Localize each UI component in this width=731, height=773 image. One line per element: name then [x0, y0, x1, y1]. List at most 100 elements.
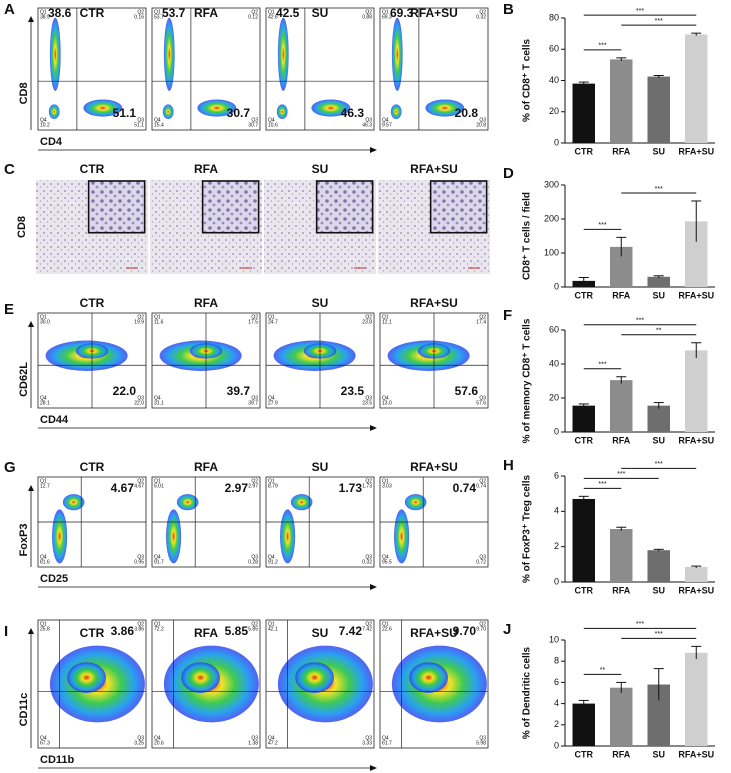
quadrant-percent: 42.6: [268, 14, 278, 20]
quadrant-name: Q1: [268, 621, 275, 627]
bar: [647, 76, 670, 143]
y-tick-label: 200: [544, 213, 559, 223]
quadrant-name: Q3: [137, 735, 144, 741]
gate-percent: 9.70: [453, 624, 477, 638]
density-cloud: [280, 509, 296, 564]
quadrant-name: Q2: [251, 621, 258, 627]
density-cloud: [176, 494, 199, 511]
quadrant-percent: 46.3: [362, 122, 372, 128]
quadrant-percent: 17.4: [476, 319, 486, 325]
y-tick-label: 80: [549, 12, 559, 22]
y-tick-label: 4: [554, 698, 559, 708]
arrowhead: [28, 485, 34, 491]
x-tick-label: CTR: [575, 585, 594, 595]
quadrant-percent: 4.67: [134, 483, 144, 489]
quadrant-percent: 2.97: [248, 483, 258, 489]
gate-percent: 46.3: [341, 106, 365, 120]
gate-percent: 69.3: [390, 6, 414, 20]
y-tick-label: 20: [549, 392, 559, 402]
quadrant-name: Q4: [40, 554, 47, 560]
bar: [610, 529, 633, 582]
density-cloud: [67, 662, 107, 693]
group-title: CTR: [80, 460, 105, 474]
y-axis-label: CD8⁺ T cells / field: [522, 192, 533, 280]
gate-percent: 53.7: [162, 6, 186, 20]
quadrant-percent: 95.5: [382, 559, 392, 565]
significance-label: ***: [598, 222, 606, 229]
x-tick-label: SU: [652, 146, 665, 156]
y-axis-label: CD62L: [18, 362, 30, 397]
quadrant-percent: 61.7: [382, 740, 392, 746]
x-axis-label: CD25: [40, 573, 68, 585]
quadrant-percent: 31.1: [154, 400, 164, 406]
significance-label: ***: [655, 631, 663, 638]
y-axis-label: FoxP3: [18, 523, 30, 556]
bar: [685, 221, 708, 287]
density-cloud: [52, 509, 68, 564]
x-tick-label: RFA+SU: [678, 749, 714, 759]
x-axis-label: CD11b: [40, 754, 75, 766]
bar: [572, 405, 595, 432]
quadrant-name: Q1: [40, 314, 47, 320]
y-axis-label: CD8: [18, 82, 30, 104]
quadrant-name: Q3: [479, 117, 486, 123]
significance-label: ***: [598, 43, 606, 50]
quadrant-name: Q4: [40, 395, 47, 401]
gate-percent: 1.73: [339, 481, 363, 495]
y-axis-label: % of FoxP3⁺ Treg cells: [522, 475, 533, 584]
histology-inset: [201, 180, 260, 234]
x-tick-label: RFA+SU: [678, 146, 714, 156]
significance-label: ***: [617, 471, 625, 478]
quadrant-percent: 0.88: [362, 14, 372, 20]
gate-percent: 5.85: [225, 624, 249, 638]
quadrant-percent: 0.28: [248, 559, 258, 565]
quadrant-name: Q1: [154, 621, 161, 627]
gate-percent: 23.5: [341, 384, 365, 398]
y-tick-label: 0: [554, 281, 559, 291]
group-title: RFA: [194, 296, 218, 310]
significance-label: ***: [655, 186, 663, 193]
quadrant-percent: 30.7: [248, 122, 258, 128]
density-cloud: [162, 104, 174, 120]
quadrant-percent: 0.12: [248, 14, 258, 20]
panel-letter: B: [503, 1, 514, 18]
quadrant-name: Q4: [154, 117, 161, 123]
quadrant-name: Q1: [154, 314, 161, 320]
quadrant-name: Q2: [479, 9, 486, 15]
group-title: SU: [312, 6, 329, 20]
density-cloud: [49, 17, 61, 91]
significance-label: ***: [655, 461, 663, 468]
quadrant-name: Q2: [137, 621, 144, 627]
bar: [647, 550, 670, 582]
group-title: CTR: [80, 162, 105, 176]
bar: [610, 380, 633, 432]
y-tick-label: 60: [549, 44, 559, 54]
arrowhead: [370, 147, 377, 153]
y-tick-label: 0: [554, 740, 559, 750]
y-tick-label: 20: [549, 106, 559, 116]
quadrant-name: Q2: [251, 478, 258, 484]
gate-percent: 20.8: [455, 106, 479, 120]
panel-letter: I: [4, 623, 8, 640]
x-tick-label: SU: [652, 585, 665, 595]
arrowhead: [28, 628, 34, 634]
arrowhead: [28, 16, 34, 22]
y-tick-label: 0: [554, 576, 559, 586]
quadrant-percent: 5.98: [476, 740, 486, 746]
quadrant-percent: 7.42: [362, 626, 372, 632]
y-axis-label: % of memory CD8⁺ T cells: [522, 318, 533, 443]
quadrant-percent: 9.70: [476, 626, 486, 632]
quadrant-percent: 0.74: [476, 483, 486, 489]
quadrant-percent: 30.0: [40, 319, 50, 325]
density-cloud: [290, 494, 313, 511]
quadrant-name: Q2: [137, 9, 144, 15]
quadrant-name: Q1: [382, 621, 389, 627]
quadrant-percent: 1.38: [248, 740, 258, 746]
x-axis-label: CD4: [40, 136, 63, 148]
quadrant-percent: 22.6: [382, 626, 392, 632]
significance-label: ***: [598, 481, 606, 488]
significance-label: ***: [636, 621, 644, 628]
x-tick-label: SU: [652, 290, 665, 300]
significance-label: ***: [598, 362, 606, 369]
quadrant-percent: 23.8: [362, 319, 372, 325]
